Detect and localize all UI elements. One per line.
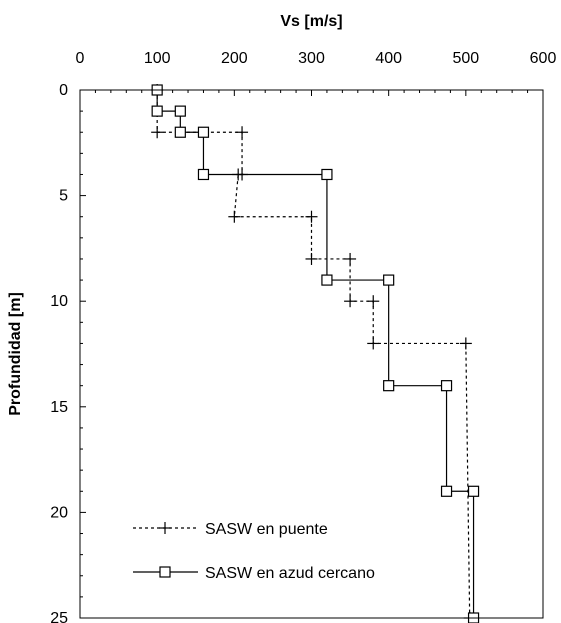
plus-marker <box>236 126 249 139</box>
square-marker <box>383 274 395 286</box>
x-axis-title: Vs [m/s] <box>280 13 342 30</box>
plus-marker <box>459 337 472 350</box>
series-layer <box>151 84 480 623</box>
x-tick-label: 600 <box>530 50 557 67</box>
x-tick-label: 100 <box>144 50 171 67</box>
y-axis-title: Profundidad [m] <box>7 292 24 416</box>
y-tick-label: 20 <box>50 504 68 521</box>
x-tick-label: 0 <box>76 50 85 67</box>
series-line <box>156 90 471 619</box>
series-2 <box>151 84 480 623</box>
legend-label: SASW en puente <box>205 521 328 538</box>
legend-label: SASW en azud cercano <box>205 565 375 582</box>
plus-marker <box>305 252 318 265</box>
y-tick-label: 25 <box>50 610 68 623</box>
plus-marker <box>159 522 171 534</box>
square-marker <box>174 105 186 117</box>
plus-marker <box>228 210 241 223</box>
plus-marker <box>344 252 357 265</box>
x-tick-label: 300 <box>298 50 325 67</box>
square-marker <box>174 126 186 138</box>
square-marker <box>151 105 163 117</box>
legend: SASW en puente SASW en azud cercano <box>133 521 375 582</box>
x-tick-label: 500 <box>452 50 479 67</box>
y-axis-ticks: 0 5 10 15 20 25 <box>50 82 86 623</box>
plus-marker <box>151 126 164 139</box>
square-marker <box>197 168 210 181</box>
y-tick-label: 15 <box>50 399 68 416</box>
legend-item-2: SASW en azud cercano <box>133 565 375 582</box>
series-1 <box>151 84 476 623</box>
square-marker <box>383 380 395 392</box>
y-tick-label: 10 <box>50 293 68 310</box>
square-marker <box>321 168 333 181</box>
plus-marker <box>344 295 357 308</box>
square-marker <box>321 274 333 286</box>
square-marker <box>467 485 480 497</box>
square-marker <box>440 380 453 392</box>
square-marker <box>440 485 453 497</box>
plus-marker <box>367 295 380 308</box>
x-tick-label: 200 <box>221 50 248 67</box>
plus-marker <box>367 337 380 350</box>
legend-item-1: SASW en puente <box>133 521 328 538</box>
square-marker <box>159 566 171 578</box>
x-tick-label: 400 <box>375 50 402 67</box>
plot-area-frame <box>79 89 544 619</box>
y-tick-label: 5 <box>59 188 68 205</box>
x-axis-ticks: 0 100 200 300 400 500 600 <box>76 50 557 96</box>
square-marker <box>197 126 210 138</box>
plus-marker <box>305 210 318 223</box>
y-tick-label: 0 <box>59 82 68 99</box>
